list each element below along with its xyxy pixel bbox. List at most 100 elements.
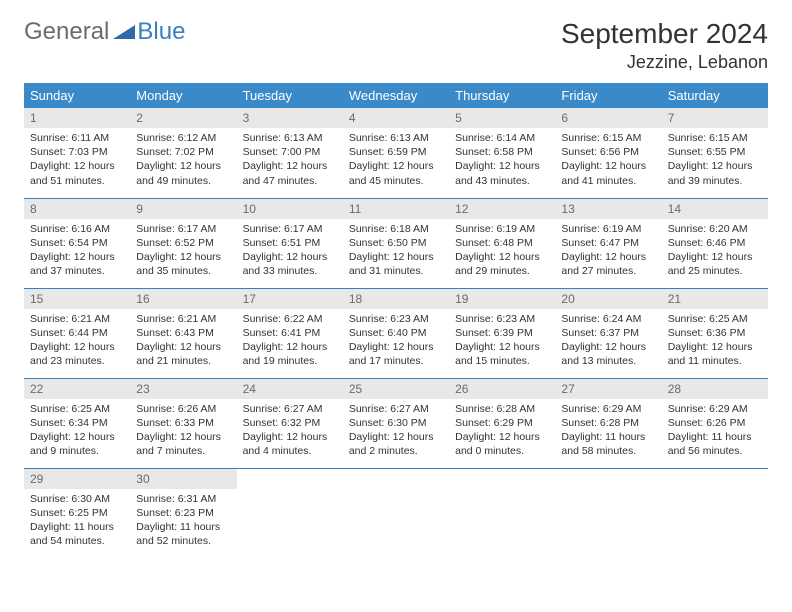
day-ss: Sunset: 6:44 PM — [30, 326, 124, 340]
day-body: Sunrise: 6:25 AMSunset: 6:36 PMDaylight:… — [662, 309, 768, 375]
calendar-day-cell: 15Sunrise: 6:21 AMSunset: 6:44 PMDayligh… — [24, 288, 130, 378]
calendar-day-cell: 22Sunrise: 6:25 AMSunset: 6:34 PMDayligh… — [24, 378, 130, 468]
calendar-day-cell: 4Sunrise: 6:13 AMSunset: 6:59 PMDaylight… — [343, 108, 449, 198]
day-d1: Daylight: 12 hours — [455, 159, 549, 173]
day-d1: Daylight: 12 hours — [455, 430, 549, 444]
logo-text-blue: Blue — [137, 18, 185, 46]
day-sr: Sunrise: 6:14 AM — [455, 131, 549, 145]
day-d2: and 43 minutes. — [455, 174, 549, 188]
day-body: Sunrise: 6:23 AMSunset: 6:40 PMDaylight:… — [343, 309, 449, 375]
day-d2: and 49 minutes. — [136, 174, 230, 188]
day-body: Sunrise: 6:28 AMSunset: 6:29 PMDaylight:… — [449, 399, 555, 465]
calendar-day-cell — [343, 468, 449, 558]
day-body: Sunrise: 6:19 AMSunset: 6:47 PMDaylight:… — [555, 219, 661, 285]
day-ss: Sunset: 6:41 PM — [243, 326, 337, 340]
day-number: 12 — [449, 199, 555, 219]
day-d2: and 9 minutes. — [30, 444, 124, 458]
day-ss: Sunset: 6:43 PM — [136, 326, 230, 340]
day-number: 28 — [662, 379, 768, 399]
logo-triangle-icon — [113, 18, 135, 46]
day-body: Sunrise: 6:30 AMSunset: 6:25 PMDaylight:… — [24, 489, 130, 555]
day-ss: Sunset: 7:03 PM — [30, 145, 124, 159]
day-sr: Sunrise: 6:19 AM — [455, 222, 549, 236]
day-number: 23 — [130, 379, 236, 399]
day-body: Sunrise: 6:29 AMSunset: 6:28 PMDaylight:… — [555, 399, 661, 465]
day-number: 11 — [343, 199, 449, 219]
day-sr: Sunrise: 6:21 AM — [136, 312, 230, 326]
day-d2: and 27 minutes. — [561, 264, 655, 278]
day-sr: Sunrise: 6:15 AM — [561, 131, 655, 145]
calendar-day-cell: 10Sunrise: 6:17 AMSunset: 6:51 PMDayligh… — [237, 198, 343, 288]
day-d1: Daylight: 12 hours — [349, 159, 443, 173]
calendar-day-cell: 24Sunrise: 6:27 AMSunset: 6:32 PMDayligh… — [237, 378, 343, 468]
day-sr: Sunrise: 6:31 AM — [136, 492, 230, 506]
day-d2: and 11 minutes. — [668, 354, 762, 368]
weekday-header: Friday — [555, 83, 661, 108]
day-ss: Sunset: 6:30 PM — [349, 416, 443, 430]
day-d1: Daylight: 12 hours — [30, 250, 124, 264]
day-d2: and 47 minutes. — [243, 174, 337, 188]
day-number: 8 — [24, 199, 130, 219]
day-d2: and 15 minutes. — [455, 354, 549, 368]
day-ss: Sunset: 6:33 PM — [136, 416, 230, 430]
day-d1: Daylight: 12 hours — [243, 250, 337, 264]
calendar-week-row: 15Sunrise: 6:21 AMSunset: 6:44 PMDayligh… — [24, 288, 768, 378]
day-d1: Daylight: 12 hours — [243, 340, 337, 354]
day-number: 3 — [237, 108, 343, 128]
day-d1: Daylight: 12 hours — [30, 340, 124, 354]
day-d2: and 52 minutes. — [136, 534, 230, 548]
weekday-header-row: Sunday Monday Tuesday Wednesday Thursday… — [24, 83, 768, 108]
day-sr: Sunrise: 6:27 AM — [349, 402, 443, 416]
calendar-day-cell — [237, 468, 343, 558]
day-d2: and 51 minutes. — [30, 174, 124, 188]
day-number: 18 — [343, 289, 449, 309]
day-ss: Sunset: 6:29 PM — [455, 416, 549, 430]
day-d1: Daylight: 12 hours — [30, 159, 124, 173]
day-body: Sunrise: 6:25 AMSunset: 6:34 PMDaylight:… — [24, 399, 130, 465]
calendar-day-cell — [662, 468, 768, 558]
day-sr: Sunrise: 6:24 AM — [561, 312, 655, 326]
day-ss: Sunset: 6:32 PM — [243, 416, 337, 430]
day-body: Sunrise: 6:29 AMSunset: 6:26 PMDaylight:… — [662, 399, 768, 465]
day-number: 16 — [130, 289, 236, 309]
day-ss: Sunset: 6:54 PM — [30, 236, 124, 250]
weekday-header: Wednesday — [343, 83, 449, 108]
calendar-table: Sunday Monday Tuesday Wednesday Thursday… — [24, 83, 768, 558]
calendar-day-cell: 7Sunrise: 6:15 AMSunset: 6:55 PMDaylight… — [662, 108, 768, 198]
calendar-day-cell: 8Sunrise: 6:16 AMSunset: 6:54 PMDaylight… — [24, 198, 130, 288]
month-title: September 2024 — [561, 18, 768, 50]
day-d1: Daylight: 12 hours — [136, 250, 230, 264]
day-number: 1 — [24, 108, 130, 128]
day-d2: and 2 minutes. — [349, 444, 443, 458]
calendar-day-cell: 18Sunrise: 6:23 AMSunset: 6:40 PMDayligh… — [343, 288, 449, 378]
day-number: 17 — [237, 289, 343, 309]
day-ss: Sunset: 7:00 PM — [243, 145, 337, 159]
day-body: Sunrise: 6:13 AMSunset: 7:00 PMDaylight:… — [237, 128, 343, 194]
day-d1: Daylight: 11 hours — [561, 430, 655, 444]
calendar-day-cell: 21Sunrise: 6:25 AMSunset: 6:36 PMDayligh… — [662, 288, 768, 378]
day-number: 13 — [555, 199, 661, 219]
day-ss: Sunset: 6:58 PM — [455, 145, 549, 159]
day-sr: Sunrise: 6:15 AM — [668, 131, 762, 145]
day-d1: Daylight: 12 hours — [455, 340, 549, 354]
day-ss: Sunset: 6:59 PM — [349, 145, 443, 159]
calendar-day-cell: 9Sunrise: 6:17 AMSunset: 6:52 PMDaylight… — [130, 198, 236, 288]
weekday-header: Saturday — [662, 83, 768, 108]
day-body: Sunrise: 6:15 AMSunset: 6:56 PMDaylight:… — [555, 128, 661, 194]
calendar-day-cell: 14Sunrise: 6:20 AMSunset: 6:46 PMDayligh… — [662, 198, 768, 288]
day-number: 10 — [237, 199, 343, 219]
day-body: Sunrise: 6:21 AMSunset: 6:43 PMDaylight:… — [130, 309, 236, 375]
location: Jezzine, Lebanon — [561, 52, 768, 73]
day-number: 30 — [130, 469, 236, 489]
day-d2: and 45 minutes. — [349, 174, 443, 188]
header: General Blue September 2024 Jezzine, Leb… — [24, 18, 768, 73]
day-ss: Sunset: 6:51 PM — [243, 236, 337, 250]
day-ss: Sunset: 6:46 PM — [668, 236, 762, 250]
calendar-week-row: 1Sunrise: 6:11 AMSunset: 7:03 PMDaylight… — [24, 108, 768, 198]
day-d2: and 37 minutes. — [30, 264, 124, 278]
day-body: Sunrise: 6:14 AMSunset: 6:58 PMDaylight:… — [449, 128, 555, 194]
day-d1: Daylight: 12 hours — [349, 340, 443, 354]
calendar-day-cell: 13Sunrise: 6:19 AMSunset: 6:47 PMDayligh… — [555, 198, 661, 288]
day-sr: Sunrise: 6:23 AM — [349, 312, 443, 326]
calendar-day-cell: 19Sunrise: 6:23 AMSunset: 6:39 PMDayligh… — [449, 288, 555, 378]
